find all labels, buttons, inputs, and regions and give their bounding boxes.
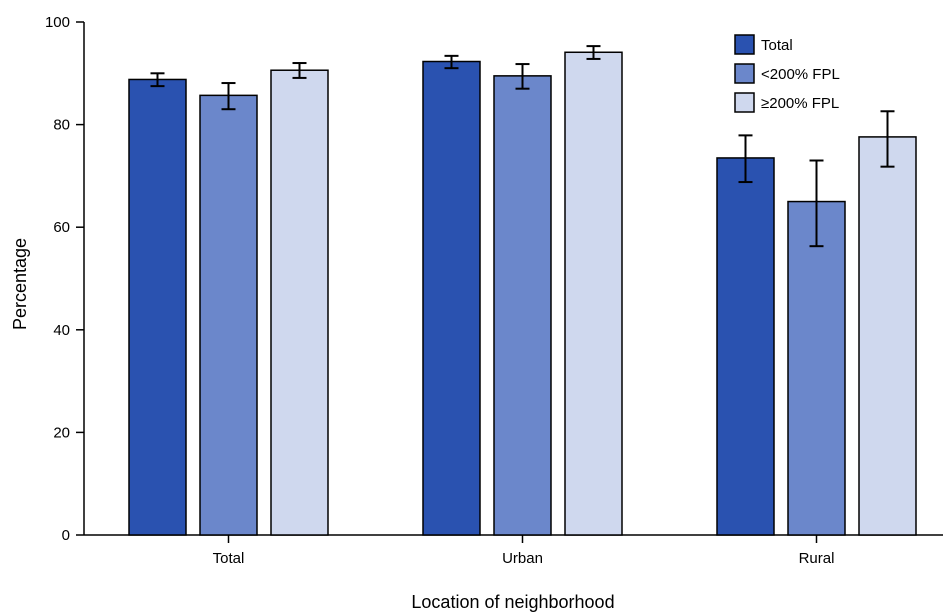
legend-swatch xyxy=(734,63,755,84)
bar xyxy=(787,200,846,536)
bar xyxy=(858,136,917,536)
error-bars xyxy=(150,45,895,248)
legend-label: ≥200% FPL xyxy=(761,95,839,112)
x-tick-label: Urban xyxy=(502,550,543,567)
x-axis-title: Location of neighborhood xyxy=(411,592,614,612)
y-tick-label: 80 xyxy=(53,117,70,134)
bar xyxy=(199,94,258,536)
bar xyxy=(716,157,775,536)
x-tick-label: Total xyxy=(213,550,245,567)
bar xyxy=(493,75,552,536)
y-tick-label: 100 xyxy=(45,14,70,31)
y-tick-label: 20 xyxy=(53,424,70,441)
legend-swatch xyxy=(734,92,755,113)
bar xyxy=(422,60,481,536)
x-tick-label: Rural xyxy=(799,550,835,567)
y-tick-label: 60 xyxy=(53,219,70,236)
bar xyxy=(128,78,187,536)
y-tick-label: 0 xyxy=(62,527,70,544)
legend: Total <200% FPL ≥200% FPL xyxy=(734,34,840,113)
y-axis: 0 20 40 60 80 100 xyxy=(45,14,85,544)
y-tick-label: 40 xyxy=(53,322,70,339)
legend-swatch xyxy=(734,34,755,55)
legend-label: <200% FPL xyxy=(761,66,840,83)
bar xyxy=(270,69,329,536)
legend-label: Total xyxy=(761,37,793,54)
y-axis-title: Percentage xyxy=(10,238,30,330)
bar xyxy=(564,51,623,536)
x-axis: Total Urban Rural xyxy=(84,534,943,567)
bars xyxy=(128,51,917,536)
